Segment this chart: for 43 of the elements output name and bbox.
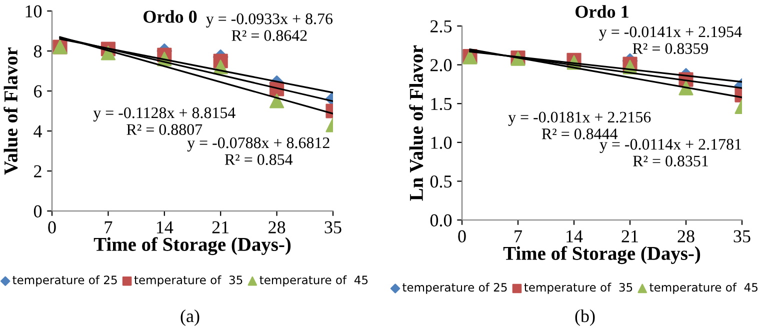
chart-title: Ordo 1 — [576, 5, 628, 18]
x-tick-label: 7 — [104, 221, 112, 234]
x-tick-label: 35 — [324, 221, 342, 234]
x-tick-label: 21 — [622, 230, 638, 242]
x-tick-label: 7 — [514, 230, 522, 242]
legend-label: temperature of 45 — [650, 282, 758, 294]
y-axis-title: Value of Flavor — [4, 48, 18, 175]
text: (a) — [180, 309, 200, 326]
y-axis-title: Ln Value of Flavor — [409, 45, 424, 201]
y-tick-label: 2.5 — [430, 20, 452, 33]
x-tick-label: 14 — [566, 230, 583, 242]
y-tick-label: 8 — [34, 45, 42, 58]
y-tick-label: 0.0 — [430, 214, 452, 227]
legend-label: temperature of 35 — [524, 282, 632, 294]
legend-label: temperature of 25 — [12, 275, 117, 287]
x-tick-label: 28 — [678, 230, 694, 242]
annotation: y = -0.0181x + 2.2156 R² = 0.8444 — [508, 112, 651, 140]
y-tick-label: 4 — [34, 125, 42, 138]
y-tick-label: 0.5 — [430, 175, 452, 188]
legend-label: temperature of 45 — [260, 275, 368, 287]
x-tick-label: 14 — [156, 221, 174, 234]
x-tick-label: 21 — [212, 221, 229, 234]
x-axis-title: Time of Storage (Days-) — [503, 246, 700, 264]
chart-title: Ordo 0 — [144, 10, 197, 23]
y-tick-label: 0 — [34, 205, 42, 218]
x-tick-label: 35 — [734, 230, 750, 242]
y-tick-label: 1.5 — [431, 98, 452, 110]
y-tick-label: 2.0 — [430, 59, 452, 72]
annotation: y = -0.0933x + 8.76 R² = 0.8642 — [206, 13, 333, 42]
annotation: y = -0.0114x + 2.1781 R² = 0.8351 — [600, 138, 742, 167]
legend-label: temperature of 25 — [402, 282, 507, 294]
x-tick-label: 0 — [458, 230, 466, 242]
annotation: y = -0.0141x + 2.1954 R² = 0.8359 — [599, 26, 742, 54]
x-tick-label: 28 — [268, 221, 286, 234]
y-tick-label: 1.0 — [431, 136, 452, 149]
x-axis-title: Time of Storage (Days-) — [94, 237, 291, 256]
x-tick-label: 0 — [48, 221, 56, 234]
legend-label: temperature of 35 — [134, 275, 242, 287]
y-tick-label: 6 — [34, 85, 42, 98]
y-tick-label: 10 — [26, 5, 42, 18]
annotation: y = -0.0788x + 8.6812 R² = 0.854 — [187, 137, 330, 166]
y-tick-label: 2 — [34, 165, 42, 178]
text: (b) — [575, 309, 595, 326]
